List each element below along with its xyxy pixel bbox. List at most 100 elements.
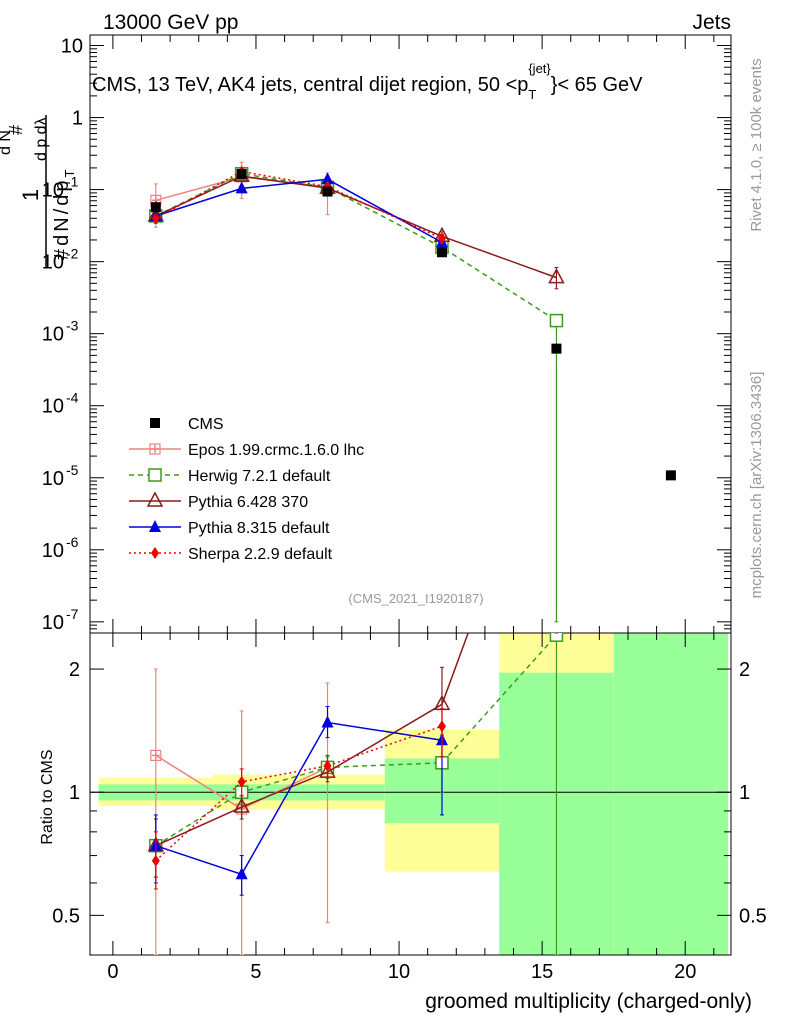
main-ytick-label: 10 xyxy=(42,252,64,274)
legend-marker-Epos xyxy=(149,443,161,455)
main-ytick-exponent: -4 xyxy=(66,390,79,406)
legend-label-Pythia6: Pythia 6.428 370 xyxy=(188,494,308,511)
ratio-point-Epos-box xyxy=(150,749,162,762)
ylabel-denom-part: / xyxy=(51,208,73,214)
cms-point xyxy=(436,247,447,258)
ylabel-denom-part: N xyxy=(51,217,73,231)
main-point-Sherpa-shape xyxy=(151,212,160,225)
cms-point-shape xyxy=(236,168,247,179)
ylabel-denominator: #dN/dpT xyxy=(51,169,77,260)
plot-title: CMS, 13 TeV, AK4 jets, central dijet reg… xyxy=(92,61,643,102)
main-Pythia6 xyxy=(147,166,565,290)
legend-label-cms: CMS xyxy=(188,416,224,433)
mcplots-reference-label: mcplots.cern.ch [arXiv:1306.3436] xyxy=(748,372,765,599)
main-point-Pythia8 xyxy=(321,172,334,185)
ylabel-denom-part: # xyxy=(51,248,73,260)
legend-marker-cms-shape xyxy=(150,418,160,428)
ratio-point-Sherpa-shape xyxy=(237,775,246,788)
header-jets: Jets xyxy=(692,11,731,34)
ratio-point-Sherpa-shape xyxy=(323,759,332,772)
ratio-xtick-label: 20 xyxy=(674,961,696,983)
main-frame xyxy=(89,34,732,634)
main-ytick-exponent: -3 xyxy=(66,318,79,334)
main-point-Pythia8-shape xyxy=(321,172,334,185)
ratio-ytick-label-right: 1 xyxy=(739,782,750,804)
ratio-point-Pythia8-shape xyxy=(235,867,248,880)
ratio-frame xyxy=(89,632,732,956)
ylabel-denom-part: T xyxy=(62,169,77,177)
legend: CMS Epos 1.99.crmc.1.6.0 lhc Herwig 7.2.1 … xyxy=(129,416,364,563)
main-ytick-label: 10 xyxy=(61,36,83,58)
main-point-Pythia6 xyxy=(548,268,565,284)
cms-point xyxy=(150,202,161,213)
ratio-uncertainty-bands xyxy=(98,633,729,955)
main-point-Pythia8-shape xyxy=(235,181,248,194)
cms-point-shape xyxy=(551,343,562,354)
ratio-ytick-label-right: 0.5 xyxy=(739,905,767,927)
ratio-point-Herwig-shape xyxy=(549,633,564,642)
rivet-version-label: Rivet 4.1.0, ≥ 100k events xyxy=(748,58,765,231)
ratio-ytick-label-left: 2 xyxy=(69,659,80,681)
ratio-point-Sherpa xyxy=(151,854,160,867)
main-ytick-exponent: -7 xyxy=(66,606,79,622)
ratio-line-Sherpa xyxy=(155,725,443,862)
main-point-Pythia6-shape xyxy=(548,268,565,284)
ratio-point-Sherpa-shape xyxy=(437,720,446,733)
ratio-point-Sherpa xyxy=(323,759,332,772)
main-Sherpa xyxy=(151,165,446,245)
main-ytick-label: 10 xyxy=(42,396,64,418)
main-point-Herwig-shape xyxy=(549,313,564,328)
legend-marker-cms xyxy=(150,418,160,428)
ratio-xtick-label: 5 xyxy=(250,961,261,983)
ratio-point-Pythia6-shape xyxy=(433,694,451,711)
main-point-Sherpa-shape xyxy=(437,232,446,245)
ratio-ytick-label-left: 0.5 xyxy=(52,905,80,927)
main-ytick-exponent: -2 xyxy=(66,246,79,262)
x-axis-label: groomed multiplicity (charged-only) xyxy=(425,990,752,1013)
legend-marker-Sherpa xyxy=(151,547,159,559)
legend-marker-Herwig-shape xyxy=(148,468,162,482)
main-line-Pythia6 xyxy=(155,175,557,279)
ylabel-denom-part: p xyxy=(51,180,73,191)
header-energy: 13000 GeV pp xyxy=(103,11,238,34)
legend-marker-Epos-box xyxy=(149,443,161,455)
legend-label-Pythia8: Pythia 8.315 default xyxy=(188,520,330,537)
ratio-xtick-label: 10 xyxy=(388,961,410,983)
main-ytick-exponent: -6 xyxy=(66,534,79,550)
ratio-point-Pythia6 xyxy=(233,797,250,813)
ratio-point-Sherpa xyxy=(437,720,446,733)
ratio-xtick-label: 0 xyxy=(107,961,118,983)
main-point-Sherpa xyxy=(437,232,446,245)
cms-point-shape xyxy=(322,186,333,197)
analysis-watermark: (CMS_2021_I1920187) xyxy=(348,591,483,606)
ylabel-second-fraction: # xyxy=(6,125,26,135)
main-line-Pythia8 xyxy=(155,178,443,244)
cms-point xyxy=(551,343,562,354)
main-point-Herwig xyxy=(549,313,564,328)
ratio-point-Epos xyxy=(150,749,162,762)
ylabel-denom-part: d xyxy=(51,235,73,246)
main-ylabel: 1#dN/dpT#d Nd p dλ xyxy=(0,115,77,267)
legend-marker-Pythia6-shape xyxy=(146,491,164,507)
legend-marker-Herwig xyxy=(148,468,162,482)
cms-point xyxy=(322,186,333,197)
ratio-point-Pythia6-shape xyxy=(233,797,250,813)
ratio-point-Pythia8 xyxy=(321,715,334,728)
band-green-4 xyxy=(613,633,729,955)
cms-point xyxy=(665,470,676,481)
ratio-ytick-label-right: 2 xyxy=(739,659,750,681)
main-ytick-exponent: -1 xyxy=(66,174,79,190)
legend-label-Sherpa: Sherpa 2.2.9 default xyxy=(188,546,333,563)
ratio-ytick-label-left: 1 xyxy=(69,782,80,804)
main-ytick-label: 10 xyxy=(42,180,64,202)
main-ytick-label: 10 xyxy=(42,612,64,634)
legend-marker-Pythia8-shape xyxy=(149,520,161,532)
legend-label-Epos: Epos 1.99.crmc.1.6.0 lhc xyxy=(188,442,364,459)
cms-point-shape xyxy=(150,202,161,213)
main-ytick-label: 10 xyxy=(42,468,64,490)
main-ytick-label: 1 xyxy=(72,108,83,130)
legend-marker-Pythia6 xyxy=(146,491,164,507)
main-line-Sherpa xyxy=(155,170,443,240)
